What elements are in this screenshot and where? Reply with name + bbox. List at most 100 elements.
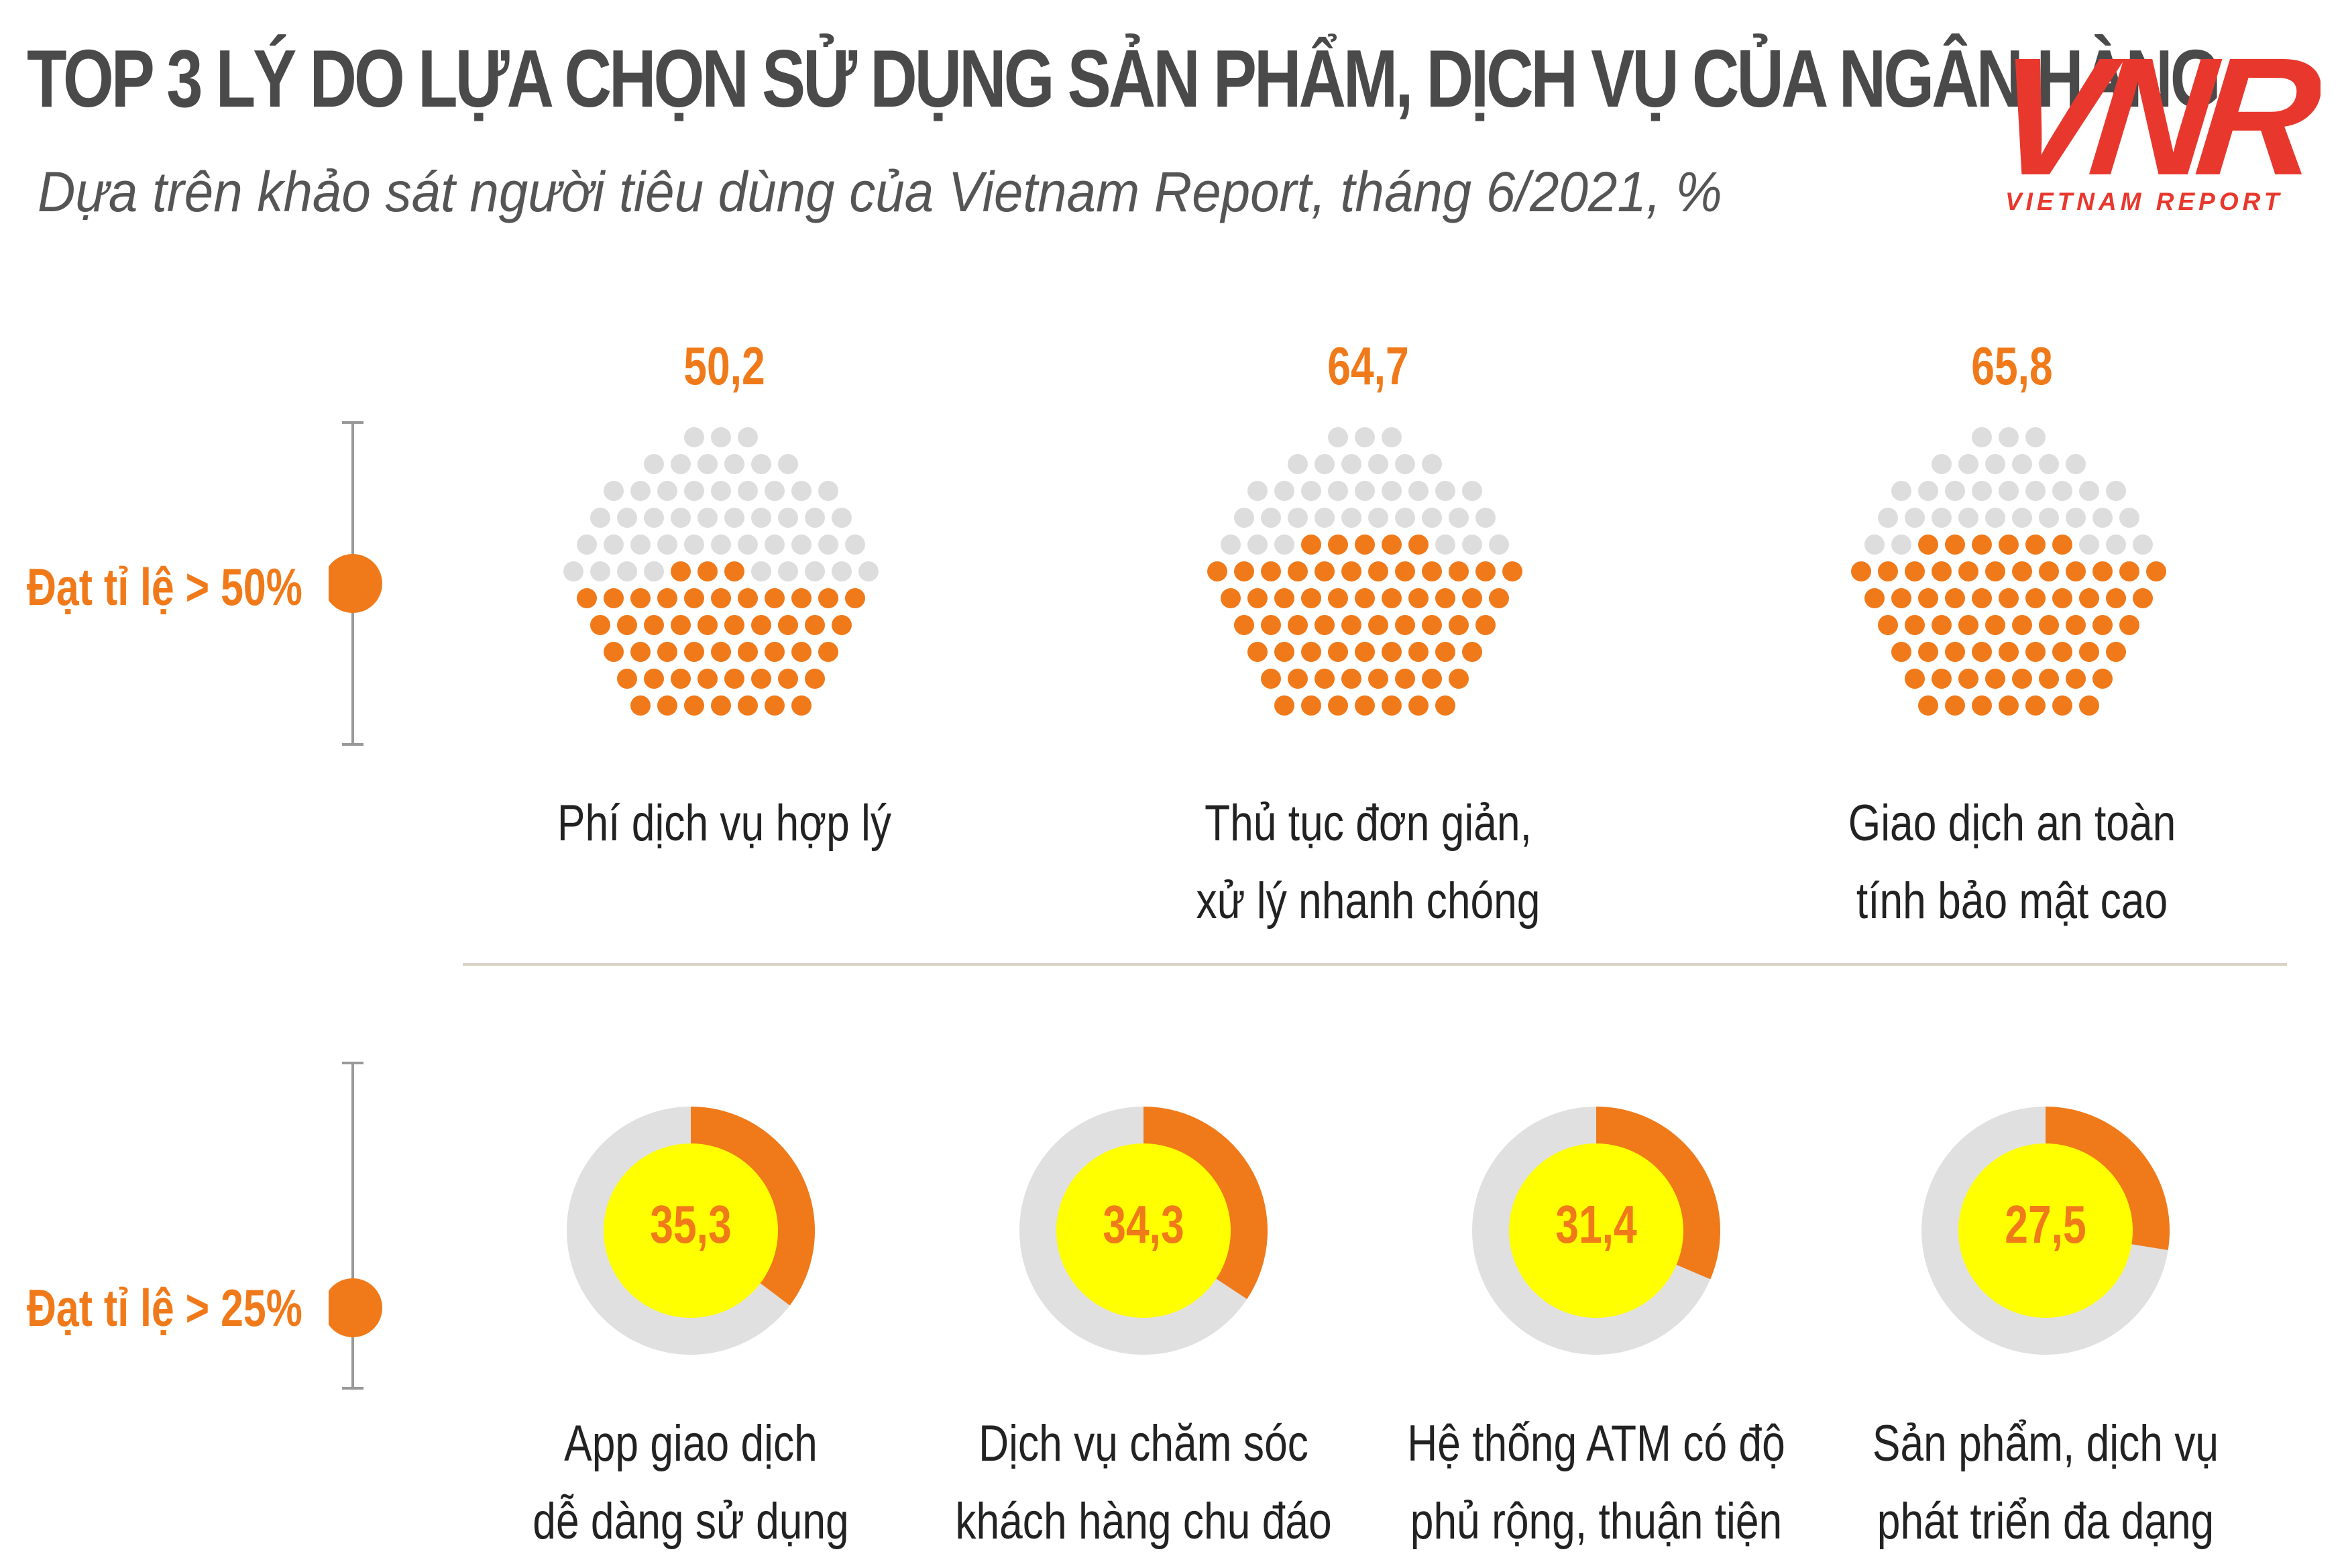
waffle-dot-empty <box>778 508 798 528</box>
waffle-dot-filled <box>1328 642 1348 662</box>
waffle-dot-empty <box>791 481 812 501</box>
waffle-dot-filled <box>2119 615 2139 635</box>
waffle-dot-filled <box>1261 669 1281 689</box>
caption-line: xử lý nhanh chóng <box>1196 873 1541 930</box>
waffle-dot-empty <box>1422 508 1442 528</box>
waffle-dot-filled <box>2025 588 2046 608</box>
waffle-dot-empty <box>751 508 771 528</box>
waffle-dot-filled <box>1864 588 1885 608</box>
waffle-dot-empty <box>2012 508 2032 528</box>
waffle-dot-empty <box>2052 481 2072 501</box>
waffle-dot-filled <box>2025 535 2046 555</box>
waffle-dot-filled <box>1932 561 1952 581</box>
waffle-dot-filled <box>751 669 771 689</box>
waffle-dot-empty <box>1274 535 1294 555</box>
waffle-dot-filled <box>1328 588 1348 608</box>
caption-line: Hệ thống ATM có độ <box>1407 1415 1785 1472</box>
waffle-dot-empty <box>805 561 825 581</box>
waffle-dot-filled <box>1435 642 1455 662</box>
waffle-dot-empty <box>1328 427 1348 447</box>
waffle-dot-filled <box>590 615 610 635</box>
caption-line: dễ dàng sử dụng <box>533 1493 849 1550</box>
waffle-dot-empty <box>738 481 758 501</box>
waffle-dot-filled <box>1355 642 1375 662</box>
waffle-dot-filled <box>738 588 758 608</box>
waffle-dot-empty <box>724 454 744 474</box>
waffle-dot-filled <box>1462 588 1482 608</box>
waffle-dot-filled <box>671 615 691 635</box>
waffle-dot-filled <box>630 588 651 608</box>
waffle-dot-filled <box>1301 588 1321 608</box>
donut-center <box>1509 1143 1683 1318</box>
waffle-dot-empty <box>738 427 758 447</box>
waffle-dot-filled <box>1368 561 1388 581</box>
waffle-dot-filled <box>2052 535 2072 555</box>
waffle-dot-empty <box>617 561 637 581</box>
waffle-dot-filled <box>1891 642 1911 662</box>
waffle-dot-empty <box>2092 508 2113 528</box>
waffle-value-1: 50,2 <box>683 336 765 396</box>
waffle-dot-filled <box>1274 588 1294 608</box>
waffle-dot-empty <box>1435 535 1455 555</box>
waffle-dot-empty <box>1395 454 1415 474</box>
waffle-dot-filled <box>1355 695 1375 716</box>
donut-value-1: 35,3 <box>650 1194 732 1254</box>
waffle-dot-empty <box>1221 535 1241 555</box>
waffle-dot-empty <box>818 535 838 555</box>
waffle-dot-empty <box>684 535 704 555</box>
waffle-dot-filled <box>2079 695 2099 716</box>
waffle-dot-empty <box>1368 508 1388 528</box>
tier-label-top: Đạt tỉ lệ > 50% <box>27 557 302 616</box>
waffle-dot-filled <box>1288 669 1308 689</box>
waffle-dot-filled <box>2066 615 2086 635</box>
waffle-dot-empty <box>657 481 677 501</box>
waffle-dot-filled <box>2092 615 2113 635</box>
waffle-dot-empty <box>2025 481 2046 501</box>
waffle-dot-filled <box>805 669 825 689</box>
waffle-dot-filled <box>791 695 812 716</box>
waffle-dot-filled <box>1851 561 1871 581</box>
waffle-dot-empty <box>1945 481 1965 501</box>
waffle-dot-filled <box>738 695 758 716</box>
waffle-dot-empty <box>657 535 677 555</box>
waffle-dot-filled <box>1435 588 1455 608</box>
waffle-dot-filled <box>1918 588 1938 608</box>
waffle-dot-empty <box>832 561 852 581</box>
waffle-dot-empty <box>1972 427 1992 447</box>
waffle-dot-filled <box>1878 561 1898 581</box>
waffle-dot-filled <box>1408 642 1429 662</box>
waffle-dot-filled <box>2039 615 2059 635</box>
waffle-dot-filled <box>604 588 624 608</box>
waffle-dot-empty <box>1932 508 1952 528</box>
waffle-dot-empty <box>1435 481 1455 501</box>
caption-line: khách hàng chu đáo <box>955 1493 1332 1550</box>
waffle-dot-filled <box>604 642 624 662</box>
waffle-dot-filled <box>697 561 718 581</box>
waffle-dot-filled <box>1261 561 1281 581</box>
waffle-dot-filled <box>2066 669 2086 689</box>
waffle-dot-empty <box>604 481 624 501</box>
waffle-dot-filled <box>724 561 744 581</box>
waffle-dot-filled <box>738 642 758 662</box>
waffle-dot-empty <box>697 508 718 528</box>
waffle-dot-filled <box>1475 615 1496 635</box>
waffle-dot-filled <box>1905 669 1925 689</box>
waffle-dot-empty <box>738 535 758 555</box>
waffle-dot-empty <box>711 535 731 555</box>
waffle-dot-filled <box>724 669 744 689</box>
waffle-dots-1 <box>563 427 879 716</box>
waffle-dot-filled <box>1435 695 1455 716</box>
waffle-dot-filled <box>2025 642 2046 662</box>
waffle-dot-filled <box>1932 669 1952 689</box>
waffle-dot-empty <box>1999 427 2019 447</box>
waffle-dot-empty <box>671 508 691 528</box>
waffle-dot-empty <box>1958 454 1978 474</box>
waffle-dot-empty <box>724 508 744 528</box>
chart-title: TOP 3 LÝ DO LỰA CHỌN SỬ DỤNG SẢN PHẨM, D… <box>27 33 2221 124</box>
waffle-dot-filled <box>1462 642 1482 662</box>
waffle-dot-filled <box>1489 588 1509 608</box>
waffle-dot-filled <box>2146 561 2166 581</box>
waffle-dot-empty <box>1341 454 1361 474</box>
waffle-dot-filled <box>1449 561 1469 581</box>
waffle-dot-empty <box>1958 508 1978 528</box>
